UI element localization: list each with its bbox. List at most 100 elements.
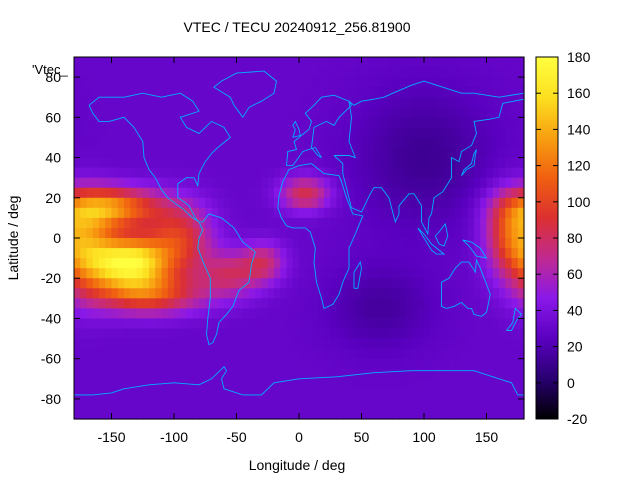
heatmap-cell (442, 278, 450, 289)
heatmap-cell (86, 97, 94, 108)
heatmap-cell (355, 358, 363, 370)
heatmap-cell (386, 338, 394, 350)
heatmap-cell (342, 57, 350, 68)
heatmap-cell (236, 197, 244, 209)
heatmap-cell (224, 227, 231, 239)
heatmap-cell (92, 248, 100, 259)
heatmap-cell (499, 268, 506, 279)
heatmap-cell (399, 328, 406, 340)
heatmap-cell (424, 358, 431, 370)
heatmap-cell (255, 77, 263, 88)
heatmap-cell (267, 368, 275, 380)
heatmap-cell (280, 137, 288, 149)
heatmap-cell (474, 378, 481, 390)
heatmap-cell (161, 388, 169, 400)
heatmap-cell (205, 127, 213, 139)
heatmap-cell (136, 248, 144, 259)
heatmap-cell (199, 67, 206, 78)
heatmap-cell (124, 408, 131, 420)
heatmap-cell (317, 358, 325, 370)
heatmap-cell (405, 288, 413, 299)
heatmap-cell (480, 87, 488, 98)
heatmap-cell (274, 268, 281, 279)
heatmap-cell (467, 57, 475, 68)
heatmap-cell (142, 217, 150, 229)
heatmap-cell (236, 408, 244, 420)
heatmap-cell (299, 288, 306, 299)
heatmap-cell (411, 318, 419, 330)
heatmap-cell (224, 248, 231, 259)
heatmap-cell (430, 97, 438, 108)
heatmap-cell (130, 288, 138, 299)
heatmap-cell (167, 217, 175, 229)
heatmap-cell (342, 288, 350, 299)
heatmap-cell (467, 268, 475, 279)
heatmap-cell (405, 227, 413, 239)
heatmap-cell (86, 358, 94, 370)
heatmap-cell (517, 318, 525, 330)
heatmap-cell (374, 378, 381, 390)
heatmap-cell (167, 358, 175, 370)
heatmap-cell (511, 348, 519, 360)
heatmap-cell (255, 187, 263, 199)
heatmap-cell (361, 338, 369, 350)
heatmap-cell (92, 217, 100, 229)
heatmap-cell (449, 358, 456, 370)
heatmap-cell (255, 107, 263, 118)
heatmap-cell (167, 137, 175, 149)
heatmap-cell (455, 57, 463, 68)
heatmap-cell (217, 328, 225, 340)
heatmap-cell (130, 67, 138, 78)
heatmap-cell (361, 328, 369, 340)
heatmap-cell (455, 77, 463, 88)
heatmap-cell (467, 107, 475, 118)
heatmap-cell (405, 157, 413, 169)
heatmap-cell (111, 187, 119, 199)
heatmap-cell (292, 137, 300, 149)
heatmap-cell (142, 238, 150, 249)
heatmap-cell (136, 398, 144, 410)
y-tick-label: 40 (45, 150, 61, 166)
heatmap-cell (330, 227, 338, 239)
heatmap-cell (386, 328, 394, 340)
heatmap-cell (417, 117, 425, 128)
heatmap-cell (367, 298, 375, 309)
heatmap-cell (317, 107, 325, 118)
heatmap-cell (486, 107, 494, 118)
heatmap-cell (86, 127, 94, 139)
heatmap-cell (480, 147, 488, 159)
heatmap-cell (499, 157, 506, 169)
heatmap-cell (292, 187, 300, 199)
heatmap-cell (261, 298, 269, 309)
heatmap-cell (174, 288, 181, 299)
heatmap-cell (399, 388, 406, 400)
heatmap-cell (367, 338, 375, 350)
heatmap-cell (467, 197, 475, 209)
heatmap-cell (449, 137, 456, 149)
heatmap-cell (199, 358, 206, 370)
heatmap-cell (486, 318, 494, 330)
heatmap-cell (74, 358, 81, 370)
heatmap-cell (367, 308, 375, 320)
heatmap-cell (505, 318, 513, 330)
heatmap-cell (199, 348, 206, 360)
heatmap-cell (236, 278, 244, 289)
heatmap-cell (180, 398, 188, 410)
heatmap-cell (399, 187, 406, 199)
heatmap-cell (330, 348, 338, 360)
heatmap-cell (161, 298, 169, 309)
heatmap-cell (267, 358, 275, 370)
heatmap-cell (236, 137, 244, 149)
heatmap-cell (511, 127, 519, 139)
heatmap-cell (505, 77, 513, 88)
y-axis-label: Latitude / deg (5, 196, 21, 281)
heatmap-cell (286, 238, 294, 249)
heatmap-cell (205, 278, 213, 289)
heatmap-cell (161, 278, 169, 289)
heatmap-cell (374, 117, 381, 128)
heatmap-cell (224, 97, 231, 108)
heatmap-cell (167, 197, 175, 209)
heatmap-cell (380, 177, 388, 189)
heatmap-cell (224, 338, 231, 350)
heatmap-cell (199, 167, 206, 179)
